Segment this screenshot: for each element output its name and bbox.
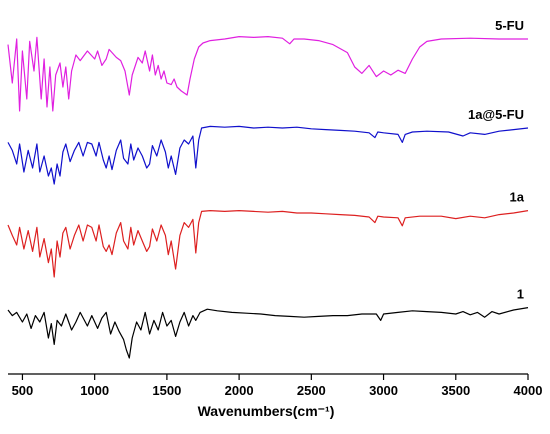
x-tick-label-4: 2500 (297, 383, 326, 398)
x-tick-label-5: 3000 (369, 383, 398, 398)
series-label-0: 5-FU (495, 18, 524, 33)
x-ticks: 500 1000 1500 2000 2500 3000 3500 4000 (12, 374, 543, 398)
series-line-1 (7, 125, 529, 185)
x-tick-label-3: 2000 (225, 383, 254, 398)
x-axis-title: Wavenumbers(cm⁻¹) (198, 403, 335, 419)
plot-lines (7, 36, 529, 359)
series-labels: 5-FU 1a@5-FU 1a 1 (468, 18, 525, 302)
x-tick-label-1: 1000 (80, 383, 109, 398)
x-tick-label-2: 1500 (152, 383, 181, 398)
series-line-2 (7, 210, 529, 278)
series-line-0 (7, 36, 528, 112)
series-line-3 (7, 307, 529, 359)
series-label-3: 1 (517, 287, 524, 302)
x-tick-label-0: 500 (12, 383, 34, 398)
x-tick-label-7: 4000 (514, 383, 543, 398)
x-tick-label-6: 3500 (441, 383, 470, 398)
series-label-1: 1a@5-FU (468, 107, 524, 122)
series-label-2: 1a (510, 190, 525, 205)
